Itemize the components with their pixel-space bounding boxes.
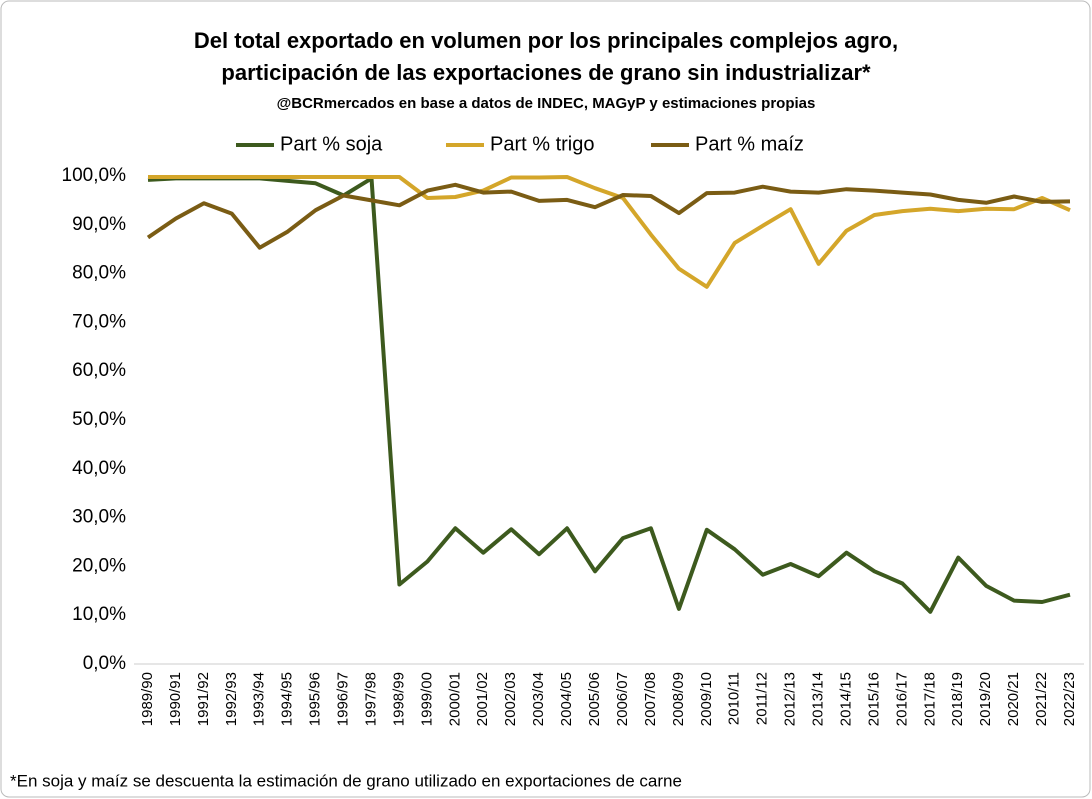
x-tick-label: 1989/90 — [139, 672, 156, 726]
x-tick-label: 1991/92 — [195, 672, 212, 726]
legend-label: Part % maíz — [695, 133, 804, 155]
x-tick-label: 2018/19 — [949, 672, 966, 726]
x-tick-label: 1995/96 — [307, 672, 324, 726]
y-tick-label: 100,0% — [62, 165, 127, 186]
x-tick-label: 2016/17 — [893, 672, 910, 726]
x-tick-label: 2022/23 — [1061, 672, 1078, 726]
y-tick-label: 30,0% — [72, 507, 126, 528]
x-tick-label: 2011/12 — [754, 672, 771, 725]
x-tick-label: 2010/11 — [726, 672, 743, 725]
x-tick-label: 2014/15 — [837, 672, 854, 726]
x-tick-label: 1994/95 — [279, 672, 296, 726]
x-tick-label: 2001/02 — [474, 672, 491, 726]
chart-subtitle: @BCRmercados en base a datos de INDEC, M… — [277, 95, 816, 112]
x-tick-label: 2003/04 — [530, 672, 547, 726]
chart-title: participación de las exportaciones de gr… — [221, 60, 871, 85]
y-tick-label: 40,0% — [72, 458, 126, 479]
chart-title: Del total exportado en volumen por los p… — [194, 28, 898, 53]
y-tick-label: 10,0% — [72, 604, 126, 625]
x-tick-label: 2005/06 — [586, 672, 603, 726]
x-tick-label: 1997/98 — [362, 672, 379, 726]
x-tick-label: 2007/08 — [642, 672, 659, 726]
x-tick-label: 2012/13 — [782, 672, 799, 726]
y-tick-label: 50,0% — [72, 409, 126, 430]
y-tick-label: 80,0% — [72, 263, 126, 284]
x-tick-label: 2019/20 — [977, 672, 994, 726]
y-tick-label: 20,0% — [72, 555, 126, 576]
y-tick-label: 70,0% — [72, 311, 126, 332]
x-tick-label: 1990/91 — [167, 672, 184, 726]
x-tick-label: 1996/97 — [335, 672, 352, 726]
x-tick-label: 2008/09 — [670, 672, 687, 726]
x-tick-label: 1998/99 — [390, 672, 407, 726]
series-line — [148, 175, 1071, 289]
y-tick-label: 90,0% — [72, 214, 126, 235]
series-line — [147, 176, 1071, 614]
x-tick-label: 2015/16 — [865, 672, 882, 726]
x-tick-label: 2013/14 — [810, 672, 827, 726]
x-tick-label: 2000/01 — [446, 672, 463, 726]
x-tick-label: 1992/93 — [223, 672, 240, 726]
legend-label: Part % soja — [280, 133, 383, 155]
x-tick-label: 2002/03 — [502, 672, 519, 726]
x-tick-label: 1993/94 — [251, 672, 268, 726]
series-line — [146, 182, 1071, 250]
y-tick-label: 60,0% — [72, 360, 126, 381]
footnote: *En soja y maíz se descuenta la estimaci… — [10, 771, 682, 790]
x-tick-label: 2017/18 — [921, 672, 938, 726]
x-tick-label: 2009/10 — [698, 672, 715, 726]
legend-label: Part % trigo — [490, 133, 594, 155]
x-tick-label: 2020/21 — [1005, 672, 1022, 726]
y-tick-label: 0,0% — [83, 653, 126, 674]
x-tick-label: 2006/07 — [614, 672, 631, 726]
x-tick-label: 2021/22 — [1033, 672, 1050, 726]
x-tick-label: 2004/05 — [558, 672, 575, 726]
x-tick-label: 1999/00 — [418, 672, 435, 726]
